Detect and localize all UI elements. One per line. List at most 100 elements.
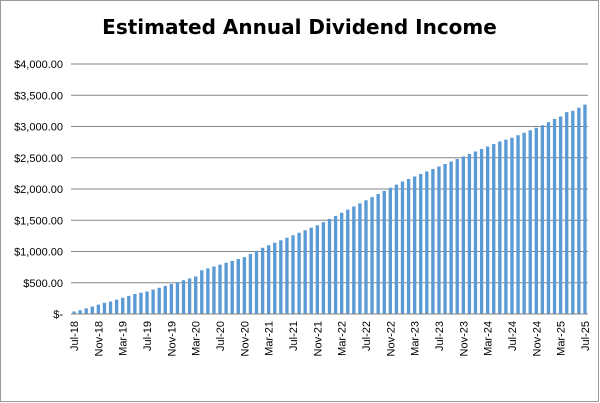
bar: [394, 184, 399, 315]
bar: [370, 197, 374, 315]
bar: [212, 266, 216, 314]
y-tick-label: $1,500.00: [14, 215, 63, 227]
bar: [200, 270, 204, 314]
bar: [449, 161, 453, 314]
bar: [333, 215, 338, 315]
bar: [72, 311, 76, 314]
bar: [127, 295, 131, 315]
x-tick-label: Mar-25: [556, 321, 568, 356]
y-tick-label: $2,500.00: [14, 153, 63, 165]
bar: [479, 149, 484, 314]
bar: [461, 156, 465, 314]
bar: [376, 194, 380, 314]
chart-title: Estimated Annual Dividend Income: [102, 15, 497, 39]
bar: [431, 169, 435, 314]
bar: [443, 164, 447, 314]
bar: [558, 116, 563, 314]
y-tick-label: $500.00: [23, 278, 63, 290]
x-tick-label: Jul-22: [361, 321, 373, 351]
y-tick-labels: $- $500.00 $1,000.00 $1,500.00 $2,000.00 $2,5…: [14, 59, 63, 321]
bar: [346, 209, 350, 315]
x-tick-label: Mar-24: [483, 321, 495, 356]
x-tick-label: Nov-18: [93, 321, 105, 356]
bar: [437, 166, 441, 314]
bar: [528, 130, 532, 314]
bar: [492, 144, 496, 314]
bar: [419, 174, 423, 314]
x-tick-label: Jul-23: [434, 321, 446, 351]
x-tick-label: Jul-25: [580, 321, 592, 351]
bar: [267, 245, 271, 314]
x-tick-labels: Jul-18 Nov-18 Mar-19 Jul-19 Nov-19 Mar-20 Jul-…: [69, 321, 592, 356]
bar: [358, 203, 362, 315]
bar: [248, 254, 253, 314]
bar: [114, 299, 119, 315]
bar: [498, 141, 502, 314]
x-tick-label: Jul-20: [215, 321, 227, 351]
bar: [504, 139, 508, 315]
bar: [90, 306, 94, 314]
y-tick-label: $4,000.00: [14, 59, 63, 71]
bar: [412, 176, 417, 314]
bar: [467, 154, 472, 314]
x-tick-label: Jul-21: [288, 321, 300, 351]
x-tick-label: Mar-22: [337, 321, 349, 356]
bar: [254, 250, 259, 315]
x-tick-label: Nov-23: [458, 321, 470, 356]
bar: [206, 268, 210, 315]
bars: [72, 104, 587, 315]
bar: [552, 119, 557, 314]
bar: [510, 137, 514, 314]
x-tick-label: Mar-19: [118, 321, 130, 356]
bar: [121, 297, 125, 314]
bar: [565, 112, 569, 315]
bar: [139, 292, 143, 314]
bar: [285, 237, 289, 314]
bar: [309, 227, 313, 314]
y-tick-label: $1,000.00: [14, 247, 63, 259]
bar: [157, 287, 161, 314]
bar: [485, 146, 490, 314]
x-tick-label: Mar-23: [410, 321, 422, 356]
bar: [455, 159, 459, 314]
bar: [102, 302, 107, 314]
bar: [230, 260, 234, 315]
x-tick-label: Mar-20: [191, 321, 203, 356]
bar: [236, 259, 240, 314]
bar: [571, 110, 575, 315]
bar: [260, 247, 265, 314]
x-tick-label: Jul-24: [507, 321, 519, 351]
y-tick-label: $3,500.00: [14, 90, 63, 102]
bar: [297, 232, 301, 314]
bar: [163, 285, 167, 315]
y-tick-label: $3,000.00: [14, 122, 63, 134]
bar: [577, 107, 581, 314]
bar: [364, 200, 368, 314]
bar: [400, 181, 405, 314]
bar: [327, 219, 332, 314]
y-tick-label: $2,000.00: [14, 184, 63, 196]
bar: [388, 187, 392, 314]
bar: [516, 135, 520, 314]
bar: [473, 151, 478, 314]
x-tick-label: Jul-19: [142, 321, 154, 351]
bar: [583, 104, 587, 315]
x-tick-label: Nov-22: [385, 321, 397, 356]
bar: [339, 212, 344, 314]
bar: [218, 264, 222, 315]
bar: [194, 276, 198, 314]
bar: [540, 125, 545, 314]
bar: [108, 301, 113, 314]
bar: [279, 240, 283, 314]
bar: [382, 190, 386, 315]
x-tick-label: Nov-24: [531, 321, 543, 356]
x-tick-label: Mar-21: [264, 321, 276, 356]
bar: [145, 291, 149, 314]
bar: [303, 230, 307, 314]
bar: [224, 262, 228, 314]
bar: [315, 225, 320, 314]
bar: [96, 304, 101, 315]
x-tick-label: Nov-19: [166, 321, 178, 356]
